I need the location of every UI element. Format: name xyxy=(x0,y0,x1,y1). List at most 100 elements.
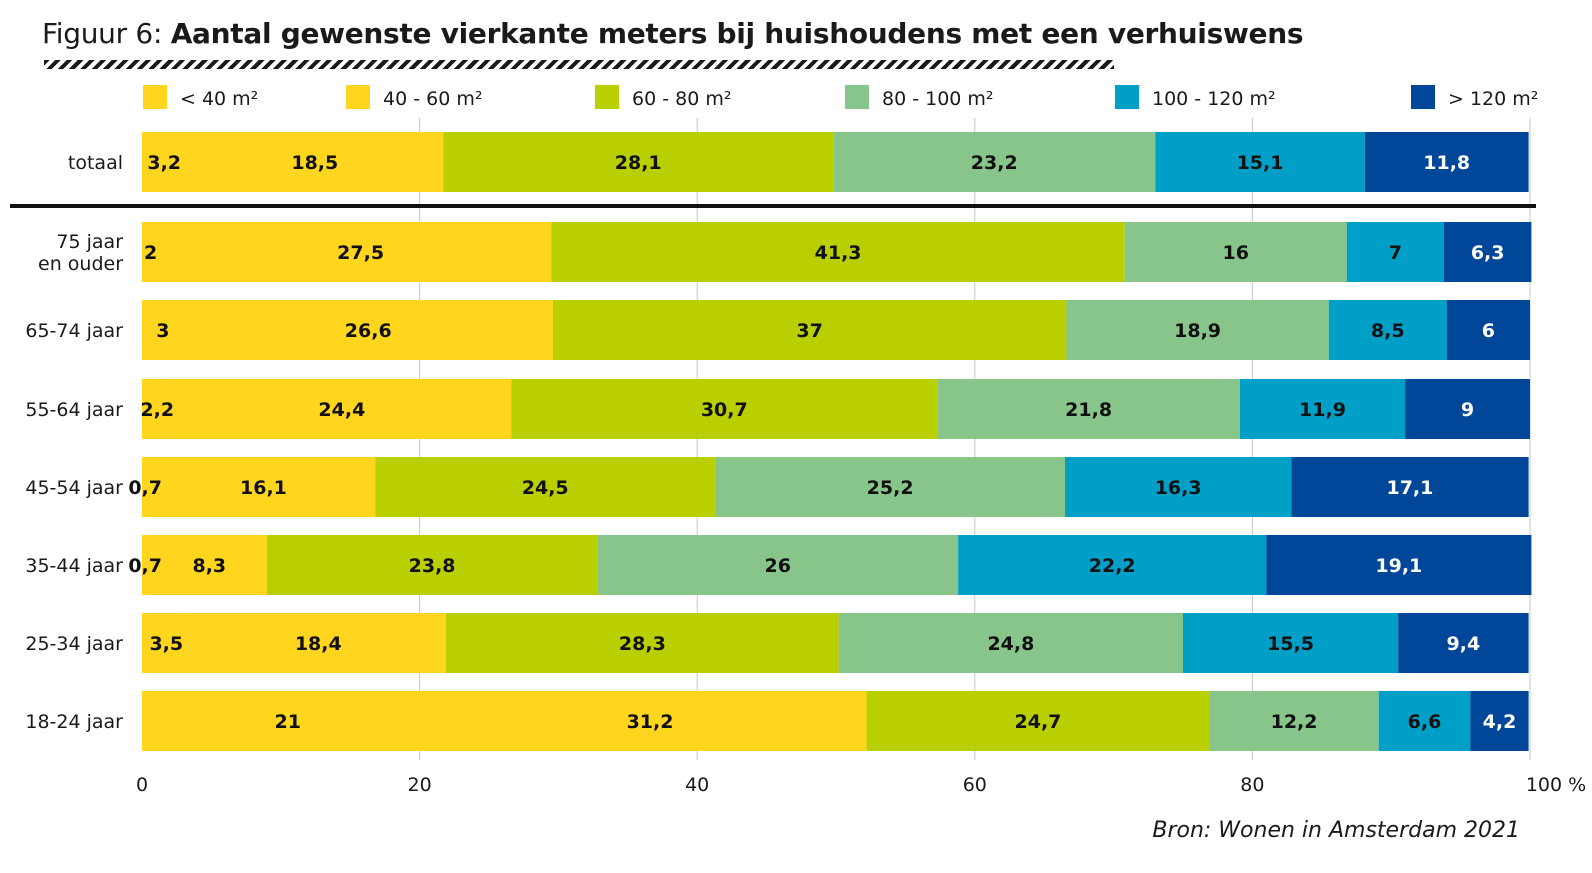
bar-value-label: 4,2 xyxy=(1483,711,1517,733)
bar-value-label: 2 xyxy=(144,242,157,264)
bar-segment xyxy=(142,300,184,360)
bar-segment xyxy=(1446,300,1530,360)
bar-value-label: 11,8 xyxy=(1423,152,1470,174)
bar-segment xyxy=(1065,457,1292,517)
bar-segment xyxy=(715,457,1066,517)
bar-value-label: 31,2 xyxy=(627,711,674,733)
x-axis-ticks: 0 20 40 60 80 100 % xyxy=(136,774,1586,796)
bar-segment xyxy=(838,613,1183,673)
bar-segment xyxy=(266,535,598,595)
bar-value-label: 2,2 xyxy=(140,399,174,421)
bar-value-label: 21 xyxy=(275,711,301,733)
legend-swatch xyxy=(143,85,167,109)
bar-segment xyxy=(1183,613,1399,673)
bar-value-label: 24,7 xyxy=(1015,711,1062,733)
bar-value-label: 3,5 xyxy=(149,633,183,655)
bar-segment xyxy=(186,132,444,192)
category-label: 18-24 jaar xyxy=(25,711,123,733)
bar-segment xyxy=(169,222,552,282)
x-tick-label: 60 xyxy=(963,774,987,796)
bar-segment xyxy=(937,379,1240,439)
legend-swatch xyxy=(1115,85,1139,109)
bar-value-label: 12,2 xyxy=(1271,711,1318,733)
x-tick-label: 100 % xyxy=(1526,774,1586,796)
category-label: totaal xyxy=(68,152,123,174)
bar-segment xyxy=(958,535,1267,595)
bar-segment xyxy=(433,691,867,751)
bar-segment xyxy=(597,535,959,595)
x-tick-label: 0 xyxy=(136,774,148,796)
bar-value-label: 21,8 xyxy=(1065,399,1112,421)
bar-segment xyxy=(1398,613,1529,673)
bar-value-label: 18,4 xyxy=(295,633,342,655)
category-label: 75 jaar xyxy=(56,231,123,253)
x-tick-label: 80 xyxy=(1240,774,1264,796)
bar-segment xyxy=(866,691,1210,751)
figure-label: Figuur 6: xyxy=(42,17,163,50)
bar-value-label: 30,7 xyxy=(701,399,748,421)
bar-segment xyxy=(1378,691,1471,751)
source-note: Bron: Wonen in Amsterdam 2021 xyxy=(1152,818,1520,843)
bar-segment xyxy=(1155,132,1365,192)
bar-segment xyxy=(1443,222,1532,282)
bar-value-label: 23,2 xyxy=(971,152,1018,174)
bar-value-label: 37 xyxy=(796,320,822,342)
bar-value-label: 3,2 xyxy=(147,152,181,174)
bar-segment xyxy=(551,222,1125,282)
bar-value-label: 15,5 xyxy=(1267,633,1314,655)
bar-value-label: 24,5 xyxy=(522,477,569,499)
bar-value-label: 18,9 xyxy=(1174,320,1221,342)
bar-segment xyxy=(142,132,187,192)
bar-segment xyxy=(1266,535,1532,595)
legend-swatch xyxy=(1411,85,1435,109)
category-label: en ouder xyxy=(38,253,123,275)
bar-segment xyxy=(142,535,152,595)
bar-segment xyxy=(183,300,553,360)
category-label: 35-44 jaar xyxy=(25,555,123,577)
bar-value-label: 3 xyxy=(156,320,169,342)
bar-segment xyxy=(445,613,839,673)
bar-value-label: 17,1 xyxy=(1386,477,1433,499)
legend-label: 100 - 120 m² xyxy=(1152,88,1276,110)
bar-segment xyxy=(1291,457,1529,517)
bar-value-label: 28,1 xyxy=(615,152,662,174)
bar-value-label: 6,6 xyxy=(1408,711,1442,733)
bar-value-label: 24,4 xyxy=(318,399,365,421)
bar-segment xyxy=(142,457,152,517)
bar-value-label: 23,8 xyxy=(409,555,456,577)
legend-swatch xyxy=(845,85,869,109)
category-label: 45-54 jaar xyxy=(25,477,123,499)
bar-segment xyxy=(142,613,191,673)
bar-segment xyxy=(1405,379,1530,439)
bar-segment xyxy=(172,379,512,439)
bar-value-label: 28,3 xyxy=(619,633,666,655)
legend-swatch xyxy=(346,85,370,109)
bar-segment xyxy=(1124,222,1347,282)
bar-segment xyxy=(833,132,1156,192)
bar-value-label: 9,4 xyxy=(1447,633,1481,655)
legend-label: > 120 m² xyxy=(1448,88,1538,110)
bar-segment xyxy=(1239,379,1406,439)
category-label: 25-34 jaar xyxy=(25,633,123,655)
bar-value-label: 0,7 xyxy=(128,555,162,577)
bar-segment xyxy=(511,379,938,439)
bar-value-label: 15,1 xyxy=(1237,152,1284,174)
bar-segment xyxy=(190,613,446,673)
legend: < 40 m² 40 - 60 m² 60 - 80 m² 80 - 100 m² 10… xyxy=(143,85,1538,110)
bar-value-label: 9 xyxy=(1461,399,1474,421)
bar-value-label: 26 xyxy=(764,555,790,577)
bar-value-label: 26,6 xyxy=(345,320,392,342)
legend-label: < 40 m² xyxy=(180,88,258,110)
bar-value-label: 25,2 xyxy=(867,477,914,499)
bar-value-label: 8,5 xyxy=(1371,320,1405,342)
category-label: 65-74 jaar xyxy=(25,320,123,342)
bar-segment xyxy=(151,535,267,595)
category-label: 55-64 jaar xyxy=(25,399,123,421)
bar-segment xyxy=(1364,132,1529,192)
bar-segment xyxy=(151,457,376,517)
bar-value-label: 16,1 xyxy=(240,477,287,499)
bar-segment xyxy=(443,132,834,192)
bar-segment xyxy=(1346,222,1444,282)
bar-value-label: 0,7 xyxy=(128,477,162,499)
